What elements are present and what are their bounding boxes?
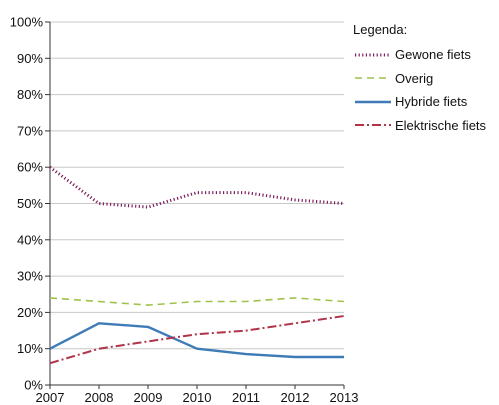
x-tick-label: 2011 [232, 390, 260, 405]
y-axis-ticks: 0% 10% 20% 30% 40% 50% 60% 70% 80% 90% 100% [10, 15, 50, 393]
x-axis-ticks: 2007 2008 2009 2010 2011 2012 2013 [36, 385, 359, 405]
legend-label: Overig [395, 70, 434, 86]
gridlines [50, 21, 344, 350]
legend-swatch [355, 53, 391, 57]
legend-label: Gewone fiets [395, 47, 471, 63]
legend-title: Legenda: [353, 22, 408, 37]
x-tick-label: 2009 [134, 390, 163, 405]
legend-swatch [355, 100, 391, 103]
y-tick-label: 20% [17, 305, 43, 320]
y-tick-label: 0% [24, 378, 43, 393]
series-line-overig [49, 297, 345, 306]
y-tick-label: 80% [17, 87, 43, 102]
y-tick-label: 70% [17, 123, 43, 138]
series-lines [49, 165, 345, 365]
legend-swatch [355, 77, 391, 80]
legend-item-overig: Overig [353, 67, 499, 91]
y-tick-label: 60% [17, 160, 43, 175]
y-tick-label: 90% [17, 51, 43, 66]
series-line-hybride-fiets [49, 322, 344, 359]
y-tick-label: 10% [17, 341, 43, 356]
y-tick-label: 50% [17, 196, 43, 211]
legend-item-elektrische-fiets: Elektrische fiets [353, 114, 499, 138]
x-tick-label: 2008 [85, 390, 114, 405]
x-tick-label: 2007 [36, 390, 65, 405]
y-tick-label: 100% [10, 15, 44, 30]
legend-label: Elektrische fiets [395, 117, 487, 133]
y-tick-label: 30% [17, 269, 43, 284]
legend: Legenda: Gewone fiets Overig Hybride fiets… [353, 22, 499, 137]
legend-swatch [355, 124, 391, 127]
x-tick-label: 2010 [183, 390, 212, 405]
y-tick-label: 40% [17, 232, 43, 247]
series-line-elektrische-fiets [49, 315, 345, 365]
x-tick-label: 2012 [281, 390, 310, 405]
series-line-gewone-fiets [49, 165, 345, 209]
legend-items: Gewone fiets Overig Hybride fiets Elektrisc… [353, 43, 499, 137]
legend-item-gewone-fiets: Gewone fiets [353, 43, 499, 67]
legend-item-hybride-fiets: Hybride fiets [353, 90, 499, 114]
legend-label: Hybride fiets [395, 94, 468, 110]
x-tick-label: 2013 [330, 390, 359, 405]
